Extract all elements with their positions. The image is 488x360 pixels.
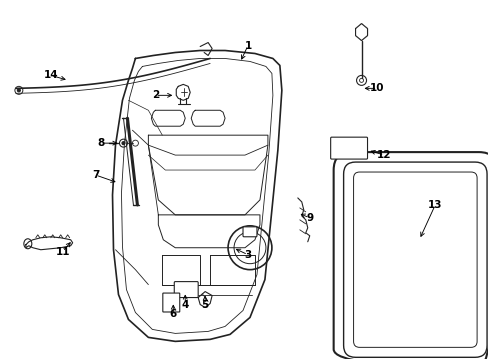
Circle shape	[18, 89, 20, 92]
FancyBboxPatch shape	[243, 227, 256, 237]
Text: 11: 11	[55, 247, 70, 257]
Circle shape	[122, 141, 125, 145]
Text: 9: 9	[305, 213, 313, 223]
FancyBboxPatch shape	[330, 137, 367, 159]
Text: 6: 6	[169, 310, 177, 319]
Text: 3: 3	[244, 250, 251, 260]
Text: 14: 14	[43, 71, 58, 80]
Text: 13: 13	[427, 200, 442, 210]
Text: 8: 8	[97, 138, 104, 148]
Text: 5: 5	[201, 300, 208, 310]
Text: 4: 4	[181, 300, 188, 310]
Text: 10: 10	[369, 84, 384, 93]
Text: 1: 1	[244, 41, 251, 50]
FancyBboxPatch shape	[163, 293, 180, 312]
Text: 7: 7	[92, 170, 99, 180]
Text: 2: 2	[151, 90, 159, 100]
FancyBboxPatch shape	[174, 282, 198, 298]
Text: 12: 12	[376, 150, 391, 160]
Polygon shape	[355, 24, 367, 41]
